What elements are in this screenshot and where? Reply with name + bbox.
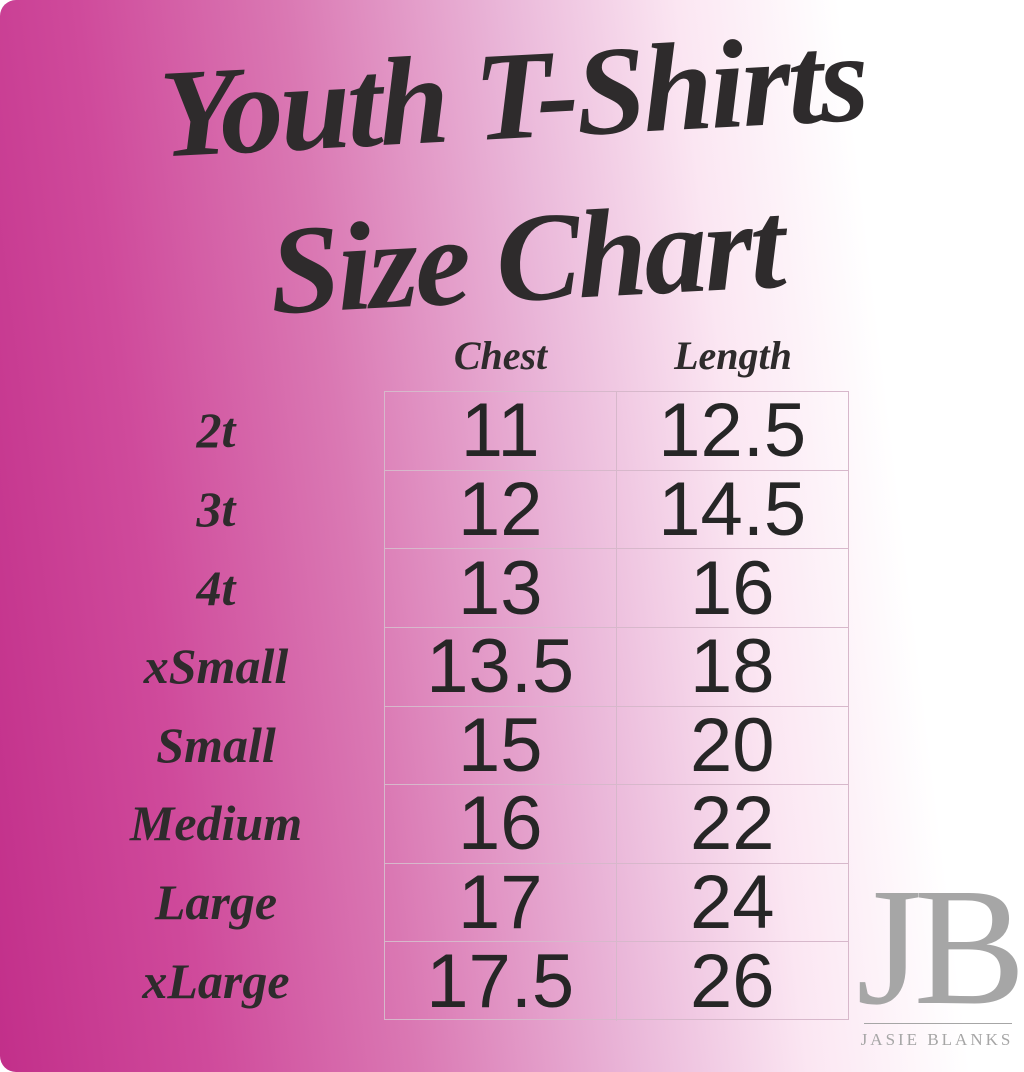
svg-text:Size Chart: Size Chart [266, 175, 792, 340]
svg-text:Youth T-Shirts: Youth T-Shirts [157, 9, 870, 185]
